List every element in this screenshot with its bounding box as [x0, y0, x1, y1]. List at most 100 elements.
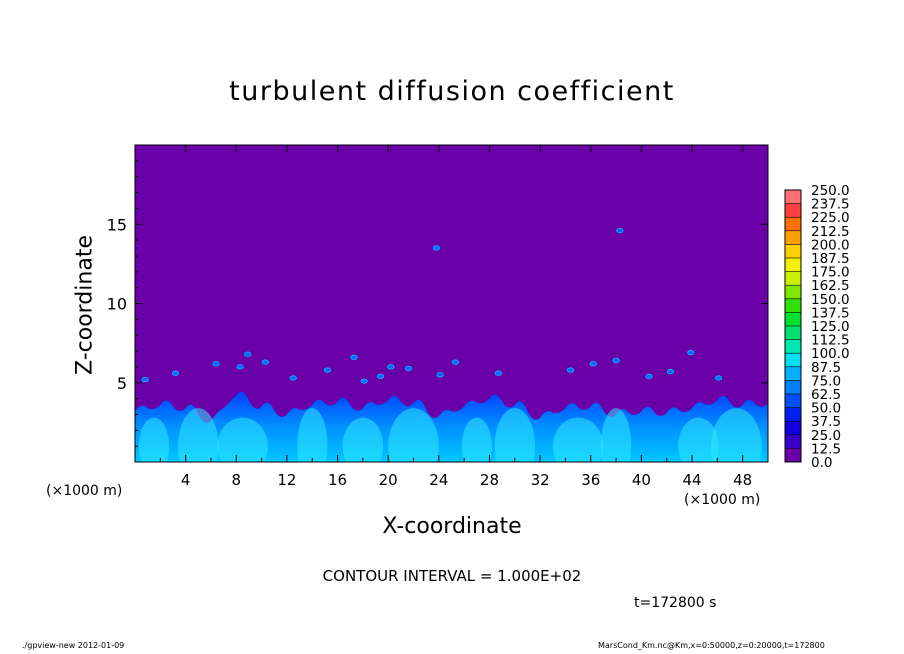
plume [711, 408, 762, 462]
x-tick-label: 44 [682, 471, 701, 489]
colorbar-label: 37.5 [811, 414, 841, 430]
colorbar-swatch [785, 366, 801, 381]
y-tick-label: 5 [117, 374, 127, 393]
colorbar-label: 212.5 [811, 224, 850, 240]
eddy [589, 361, 597, 367]
colorbar-label: 12.5 [811, 441, 841, 457]
x-unit-label-right: (×1000 m) [684, 492, 761, 508]
chart-title: turbulent diffusion coefficient [229, 76, 675, 107]
x-axis-label: X-coordinate [382, 514, 522, 539]
eddy [377, 373, 385, 380]
eddy [616, 227, 624, 234]
x-tick-label: 16 [328, 471, 347, 489]
eddy [236, 364, 244, 370]
eddy [360, 378, 368, 384]
colorbar-swatch [785, 285, 801, 299]
eddy [451, 359, 459, 365]
colorbar-label: 25.0 [811, 428, 841, 444]
y-axis-label-wrap: Z-coordinate [70, 150, 100, 460]
eddy [171, 370, 180, 376]
colorbar-swatch [785, 407, 801, 422]
colorbar-label: 125.0 [811, 319, 850, 335]
eddy [244, 351, 252, 357]
colorbar-swatch [785, 271, 801, 286]
plume [217, 417, 268, 462]
colorbar-swatch [785, 421, 801, 435]
y-tick-label: 15 [107, 215, 127, 234]
y-tick-label: 10 [107, 295, 127, 314]
colorbar-label: 187.5 [811, 251, 850, 267]
colorbar-swatch [785, 230, 801, 245]
colorbar-label: 100.0 [811, 346, 850, 362]
x-tick-label: 12 [277, 471, 296, 489]
colorbar-swatch [785, 353, 801, 367]
y-axis-label: Z-coordinate [72, 235, 98, 375]
footer-left: ./gpview-new 2012-01-09 [22, 641, 125, 650]
x-tick-label: 20 [379, 471, 398, 489]
eddy [494, 370, 502, 376]
eddy [432, 245, 440, 251]
colorbar-label: 75.0 [811, 373, 841, 389]
colorbar-label: 62.5 [811, 387, 841, 403]
eddy [212, 361, 220, 367]
eddy [436, 372, 444, 378]
eddy [387, 364, 395, 370]
eddy [715, 375, 723, 381]
colorbar-swatch [785, 244, 801, 258]
colorbar-swatch [785, 217, 801, 231]
colorbar-label: 112.5 [811, 333, 850, 349]
eddy [666, 369, 675, 375]
colorbar-swatch [785, 326, 801, 340]
colorbar-label: 162.5 [811, 278, 850, 294]
x-tick-label: 32 [531, 471, 550, 489]
eddy [687, 350, 695, 356]
colorbar-swatch [785, 298, 801, 313]
plume [297, 408, 328, 462]
plume [678, 417, 719, 462]
colorbar-label: 50.0 [811, 401, 841, 417]
colorbar-label: 200.0 [811, 237, 850, 253]
plume [138, 417, 170, 462]
eddy [404, 365, 413, 372]
plume [388, 408, 439, 462]
x-tick-label: 28 [480, 471, 499, 489]
colorbar-swatch [785, 448, 801, 462]
x-tick-label: 24 [429, 471, 448, 489]
plume [600, 408, 632, 462]
x-tick-label: 48 [733, 471, 752, 489]
colorbar-label: 137.5 [811, 305, 850, 321]
eddy [612, 357, 620, 364]
colorbar-swatch [785, 312, 801, 326]
colorbar-swatch [785, 380, 801, 394]
plume [494, 408, 536, 462]
colorbar-label: 175.0 [811, 265, 850, 281]
x-unit-label-left: (×1000 m) [46, 483, 123, 499]
plume [178, 408, 219, 462]
colorbar-swatch [785, 258, 801, 272]
colorbar-label: 150.0 [811, 292, 850, 308]
colorbar-swatch [785, 394, 801, 408]
colorbar-label: 0.0 [811, 455, 832, 471]
plume [461, 417, 493, 462]
x-tick-label: 36 [581, 471, 600, 489]
colorbar-swatch [785, 434, 801, 449]
eddy [289, 375, 297, 381]
colorbar-label: 250.0 [811, 183, 850, 199]
eddy [645, 373, 653, 380]
colorbar-label: 87.5 [811, 360, 841, 376]
colorbar-swatch [785, 203, 801, 218]
eddy [350, 354, 358, 360]
eddy [323, 367, 332, 373]
x-tick-label: 4 [181, 471, 191, 489]
eddy [566, 367, 575, 373]
plume [552, 417, 604, 462]
colorbar-swatch [785, 339, 801, 354]
colorbar-label: 225.0 [811, 210, 850, 226]
eddy [261, 359, 269, 365]
footer-right: MarsCond_Km.nc@Km,x=0:50000,z=0:20000,t=… [598, 641, 825, 650]
contour-interval: CONTOUR INTERVAL = 1.000E+02 [322, 567, 582, 585]
colorbar-label: 237.5 [811, 197, 850, 213]
x-tick-label: 8 [232, 471, 242, 489]
time-label: t=172800 s [634, 595, 717, 611]
